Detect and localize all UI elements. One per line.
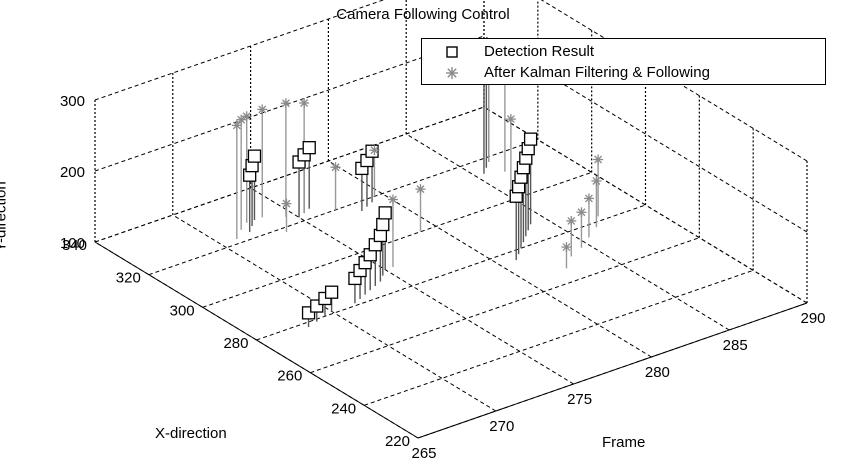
kalman-asterisk-marker bbox=[505, 114, 516, 125]
square-marker-icon bbox=[446, 46, 458, 58]
tick-label: 300 bbox=[170, 302, 195, 319]
floor-grid-line bbox=[172, 214, 497, 412]
kalman-asterisk-marker bbox=[369, 145, 380, 156]
frame-axis-line bbox=[417, 302, 808, 439]
asterisk-marker-icon bbox=[446, 67, 458, 79]
kalman-asterisk-marker bbox=[231, 120, 242, 131]
detection-square-marker bbox=[302, 141, 316, 155]
kalman-asterisk-marker bbox=[583, 193, 594, 204]
kalman-asterisk-marker bbox=[236, 114, 247, 125]
kalman-asterisk-marker bbox=[415, 184, 426, 195]
kalman-asterisk-marker bbox=[280, 98, 291, 109]
asterisk-stroke bbox=[258, 105, 267, 114]
asterisk-stroke bbox=[577, 208, 586, 217]
floor-grid-line bbox=[364, 269, 754, 406]
legend-item-detection: Detection Result bbox=[422, 42, 825, 62]
tick-label: 275 bbox=[567, 391, 592, 408]
asterisk-stroke bbox=[281, 99, 290, 108]
asterisk-stroke bbox=[592, 177, 601, 185]
floor-grid-line bbox=[148, 139, 538, 276]
detection-square-marker bbox=[324, 285, 339, 299]
tick-label: 200 bbox=[60, 164, 85, 181]
detection-square-marker bbox=[376, 217, 390, 232]
asterisk-stroke bbox=[282, 199, 291, 208]
y-axis-label: Y-direction bbox=[0, 181, 10, 252]
kalman-asterisk-marker bbox=[281, 198, 292, 209]
asterisk-stroke bbox=[562, 243, 571, 252]
kalman-asterisk-marker bbox=[561, 242, 572, 253]
tick-labels: 265 270 275 280 285 290 220 240 260 280 300 320 3401… bbox=[60, 93, 826, 462]
tick-label: 280 bbox=[645, 364, 670, 381]
chart-title: Camera Following Control bbox=[336, 6, 510, 23]
legend-item-kalman: After Kalman Filtering & Following bbox=[422, 63, 825, 83]
kalman-asterisk-marker bbox=[330, 162, 341, 173]
asterisk-stroke bbox=[416, 185, 425, 194]
asterisk-stroke bbox=[506, 115, 515, 124]
detection-square-marker bbox=[373, 228, 388, 243]
tick-label: 320 bbox=[116, 270, 141, 287]
tick-label: 220 bbox=[385, 433, 410, 450]
asterisk-stroke bbox=[567, 216, 576, 225]
kalman-asterisk-marker bbox=[241, 111, 252, 122]
kalman-asterisk-marker bbox=[566, 215, 577, 226]
kalman-asterisk-marker bbox=[299, 98, 310, 109]
x-axis-line bbox=[94, 241, 419, 439]
asterisk-stroke bbox=[370, 146, 379, 155]
detection-square-marker bbox=[247, 149, 262, 163]
back-wall-grid-line bbox=[94, 106, 485, 243]
kalman-asterisk-marker bbox=[387, 194, 398, 205]
legend-label-kalman: After Kalman Filtering & Following bbox=[484, 64, 710, 81]
floor-grid-line bbox=[310, 237, 700, 374]
asterisk-stroke bbox=[300, 99, 309, 107]
asterisk-stroke bbox=[232, 121, 241, 130]
floor-grid-line bbox=[202, 171, 592, 308]
tick-label: 340 bbox=[62, 237, 87, 254]
tick-label: 285 bbox=[723, 337, 748, 354]
floor-grid-line bbox=[256, 204, 646, 341]
tick-label: 260 bbox=[277, 368, 302, 385]
kalman-asterisk-marker bbox=[591, 176, 602, 187]
stem-lines bbox=[236, 48, 599, 328]
tick-label: 270 bbox=[489, 418, 514, 435]
legend-label-detection: Detection Result bbox=[484, 43, 595, 60]
tick-label: 240 bbox=[331, 400, 356, 417]
tick-label: 280 bbox=[223, 335, 248, 352]
x-axis-label: X-direction bbox=[155, 425, 227, 442]
asterisk-stroke bbox=[242, 112, 251, 121]
tick-label: 265 bbox=[411, 445, 436, 462]
tick-label: 300 bbox=[60, 93, 85, 110]
kalman-asterisk-marker bbox=[576, 207, 587, 218]
legend: Detection Result After Kalman Filtering … bbox=[421, 38, 826, 85]
tick-label: 290 bbox=[800, 310, 825, 327]
kalman-asterisk-marker bbox=[257, 104, 268, 115]
asterisk-stroke bbox=[594, 155, 603, 164]
asterisk-stroke bbox=[331, 163, 340, 172]
asterisk-stroke bbox=[584, 194, 593, 203]
back-wall-grid-line bbox=[94, 0, 385, 101]
tick-label: 100 bbox=[60, 235, 85, 252]
asterisk-stroke bbox=[389, 195, 397, 204]
frame-axis-label: Frame bbox=[602, 434, 646, 451]
detection-square-marker bbox=[378, 206, 392, 220]
detection-square-marker bbox=[523, 132, 538, 146]
asterisk-stroke bbox=[237, 115, 246, 124]
kalman-asterisk-marker bbox=[593, 154, 604, 165]
